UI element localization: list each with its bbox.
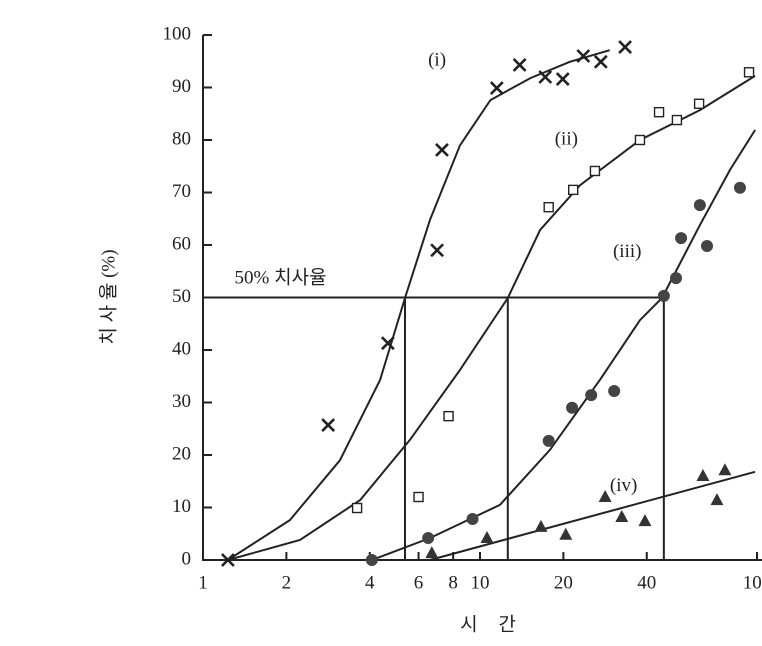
triangle-point xyxy=(480,530,494,543)
circle-point xyxy=(422,531,435,544)
x-tick-label: 40 xyxy=(637,572,656,593)
fit-curve xyxy=(371,129,756,561)
circle-point xyxy=(566,401,579,414)
cross-point xyxy=(555,72,570,87)
cross-stroke xyxy=(512,58,527,72)
triangle-point xyxy=(534,519,548,532)
cross-stroke xyxy=(380,336,395,351)
y-tick-label: 0 xyxy=(182,548,192,569)
cross-point xyxy=(435,143,449,157)
x-tick-label: 6 xyxy=(414,572,424,593)
cross-stroke xyxy=(489,81,504,95)
y-tick-label: 60 xyxy=(172,233,191,254)
x-tick-label: 10 xyxy=(471,572,490,593)
fit-curve xyxy=(227,49,610,561)
square-point xyxy=(567,184,579,196)
triangle-point xyxy=(598,490,612,502)
x-tick-label: 100 xyxy=(743,572,762,593)
circle-point xyxy=(701,240,714,253)
x-axis-title: 시 간 xyxy=(460,613,524,635)
square-point xyxy=(443,410,454,422)
cross-point xyxy=(489,81,504,95)
square-point xyxy=(653,106,665,118)
circle-point xyxy=(733,181,746,194)
x-tick-label: 8 xyxy=(448,572,458,593)
circle-point xyxy=(675,232,688,245)
cross-stroke xyxy=(538,70,553,84)
triangle-point xyxy=(638,514,652,527)
cross-stroke xyxy=(593,54,608,69)
y-tick-label: 30 xyxy=(172,391,191,412)
y-tick-label: 90 xyxy=(172,76,191,97)
triangle-point xyxy=(615,509,629,522)
square-point xyxy=(693,98,705,109)
circle-point xyxy=(466,513,479,526)
cross-point xyxy=(593,54,608,69)
cross-stroke xyxy=(435,143,449,157)
cross-point xyxy=(321,418,336,432)
circle-point xyxy=(365,554,378,566)
y-tick-label: 80 xyxy=(172,128,191,149)
square-point xyxy=(351,502,363,514)
x-tick-label: 1 xyxy=(198,572,208,593)
cross-point xyxy=(380,336,395,351)
cross-point xyxy=(430,243,445,258)
y-tick-label: 50 xyxy=(172,286,191,307)
square-point xyxy=(589,165,601,177)
series-label: (iv) xyxy=(610,475,637,496)
cross-point xyxy=(576,49,591,63)
triangle-point xyxy=(718,463,732,476)
circle-point xyxy=(693,199,706,212)
square-point xyxy=(743,67,755,78)
x-tick-label: 2 xyxy=(282,572,292,593)
circle-point xyxy=(585,389,598,402)
circle-point xyxy=(669,272,682,285)
square-point xyxy=(413,491,424,503)
reference-label: 50% 치사율 xyxy=(235,266,327,288)
triangle-point xyxy=(696,469,710,481)
cross-stroke xyxy=(430,243,445,258)
y-tick-label: 40 xyxy=(172,338,191,359)
triangle-point xyxy=(425,546,439,559)
circle-point xyxy=(608,384,621,397)
y-tick-label: 10 xyxy=(172,496,191,517)
triangle-point xyxy=(559,527,573,540)
cross-point xyxy=(538,70,553,84)
series-label: (iii) xyxy=(613,241,642,262)
x-tick-label: 20 xyxy=(554,572,573,593)
cross-stroke xyxy=(321,418,336,432)
cross-point xyxy=(618,40,632,54)
y-tick-label: 100 xyxy=(163,23,192,44)
circle-point xyxy=(542,434,555,447)
y-axis-title: 치 사 율 (%) xyxy=(97,249,119,344)
fit-curve xyxy=(429,470,756,561)
cross-stroke xyxy=(618,40,632,54)
triangle-point xyxy=(710,493,724,506)
cross-stroke xyxy=(576,49,591,63)
series-label: (i) xyxy=(428,50,446,71)
fit-curve xyxy=(227,75,756,561)
x-tick-label: 4 xyxy=(365,572,375,593)
cross-stroke xyxy=(555,72,570,87)
square-point xyxy=(543,201,554,213)
square-point xyxy=(634,134,646,146)
y-tick-label: 20 xyxy=(172,443,191,464)
y-tick-label: 70 xyxy=(172,181,191,202)
cross-point xyxy=(512,58,527,72)
square-point xyxy=(671,114,683,126)
series-label: (ii) xyxy=(555,128,578,149)
circle-point xyxy=(657,289,670,302)
